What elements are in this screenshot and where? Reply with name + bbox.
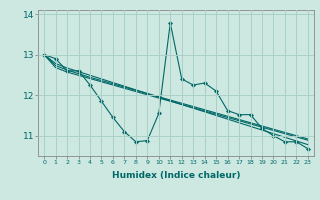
X-axis label: Humidex (Indice chaleur): Humidex (Indice chaleur) [112,171,240,180]
